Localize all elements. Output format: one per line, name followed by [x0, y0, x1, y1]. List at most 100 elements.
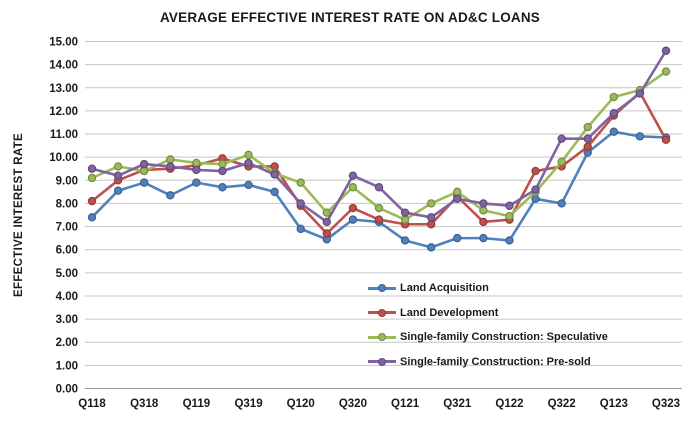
data-point-single-family-construction-pre-sold-Q223	[635, 89, 645, 98]
data-point-single-family-construction-pre-sold-Q318	[139, 159, 149, 169]
x-tick-label: Q120	[287, 398, 315, 410]
data-point-single-family-construction-pre-sold-Q420	[374, 183, 384, 192]
data-point-single-family-construction-pre-sold-Q118	[87, 164, 97, 173]
y-tick-label: 10.00	[49, 152, 78, 164]
y-tick-label: 1.00	[56, 360, 78, 372]
data-point-single-family-construction-pre-sold-Q422	[583, 134, 592, 143]
data-point-land-development-Q421	[479, 217, 488, 227]
data-point-single-family-construction-speculative-Q220	[322, 208, 332, 217]
data-point-land-acquisition-Q319	[244, 180, 253, 190]
data-point-single-family-construction-speculative-Q418	[166, 155, 175, 164]
data-point-single-family-construction-pre-sold-Q120	[296, 199, 305, 208]
data-point-single-family-construction-pre-sold-Q221	[426, 213, 436, 222]
y-tick-label: 0.00	[56, 384, 78, 396]
data-point-land-acquisition-Q121	[400, 236, 410, 245]
data-point-land-acquisition-Q223	[635, 132, 645, 141]
x-tick-label: Q322	[548, 398, 576, 410]
data-point-single-family-construction-pre-sold-Q122	[505, 201, 514, 210]
data-point-land-development-Q323	[661, 135, 671, 145]
data-point-land-acquisition-Q219	[218, 183, 227, 192]
data-point-land-acquisition-Q118	[87, 213, 97, 222]
data-point-land-acquisition-Q421	[479, 233, 488, 243]
data-point-single-family-construction-pre-sold-Q322	[557, 134, 566, 143]
data-point-land-acquisition-Q320	[348, 215, 358, 224]
x-tick-label: Q318	[130, 398, 159, 410]
y-tick-label: 15.00	[49, 37, 78, 49]
data-point-single-family-construction-pre-sold-Q419	[270, 170, 279, 179]
legend: Land Acquisition Land Development Single…	[368, 276, 608, 374]
data-point-single-family-construction-speculative-Q320	[348, 183, 358, 192]
data-point-single-family-construction-pre-sold-Q123	[609, 109, 619, 118]
data-point-single-family-construction-speculative-Q118	[87, 173, 97, 183]
data-point-single-family-construction-pre-sold-Q319	[244, 158, 253, 168]
data-point-single-family-construction-pre-sold-Q119	[192, 165, 201, 175]
y-tick-label: 11.00	[50, 129, 78, 141]
data-point-single-family-construction-speculative-Q119	[192, 158, 201, 168]
y-tick-label: 6.00	[56, 245, 78, 257]
data-point-single-family-construction-pre-sold-Q218	[113, 171, 123, 180]
y-tick-label: 7.00	[56, 222, 78, 234]
legend-item-sf-construction-pre-sold: Single-family Construction: Pre-sold	[368, 350, 608, 375]
line-marker-icon	[368, 283, 396, 293]
legend-item-land-acquisition: Land Acquisition	[368, 276, 608, 301]
y-tick-label: 9.00	[56, 175, 78, 187]
legend-label: Land Development	[400, 306, 499, 319]
data-point-single-family-construction-speculative-Q120	[296, 178, 305, 187]
data-point-land-acquisition-Q419	[270, 187, 279, 197]
x-tick-label: Q123	[600, 398, 628, 410]
data-point-single-family-construction-speculative-Q123	[609, 92, 619, 102]
data-point-single-family-construction-pre-sold-Q421	[479, 199, 488, 208]
y-tick-label: 13.00	[49, 83, 78, 95]
data-point-single-family-construction-speculative-Q221	[426, 199, 436, 208]
line-marker-icon	[368, 332, 396, 342]
data-point-single-family-construction-pre-sold-Q323	[661, 46, 671, 55]
y-tick-label: 5.00	[56, 268, 78, 280]
data-point-land-acquisition-Q418	[166, 191, 175, 200]
chart-title: AVERAGE EFFECTIVE INTEREST RATE ON AD&C …	[159, 10, 541, 25]
y-tick-label: 4.00	[56, 291, 78, 303]
data-point-land-development-Q422	[583, 142, 592, 151]
y-tick-label: 3.00	[56, 314, 78, 326]
data-point-land-acquisition-Q123	[609, 127, 619, 136]
legend-label: Land Acquisition	[400, 282, 489, 295]
data-point-single-family-construction-pre-sold-Q222	[531, 185, 540, 194]
data-point-land-acquisition-Q120	[296, 224, 305, 234]
y-tick-label: 14.00	[49, 60, 78, 72]
data-point-single-family-construction-speculative-Q321	[453, 187, 462, 197]
x-tick-label: Q319	[234, 398, 262, 410]
data-point-land-acquisition-Q218	[113, 186, 123, 195]
x-tick-label: Q121	[391, 398, 420, 410]
data-point-land-development-Q118	[87, 196, 97, 206]
data-point-land-development-Q220	[322, 229, 332, 238]
y-tick-label: 2.00	[56, 337, 78, 349]
data-point-single-family-construction-pre-sold-Q418	[166, 162, 175, 171]
x-tick-label: Q323	[652, 398, 680, 410]
data-point-single-family-construction-pre-sold-Q321	[453, 194, 462, 204]
series-line-land-development	[90, 91, 668, 235]
data-point-land-acquisition-Q321	[453, 233, 462, 243]
data-point-single-family-construction-speculative-Q219	[218, 159, 227, 169]
data-point-single-family-construction-speculative-Q322	[557, 157, 566, 166]
line-marker-icon	[368, 357, 396, 367]
data-point-land-development-Q320	[348, 203, 358, 213]
data-point-single-family-construction-pre-sold-Q220	[322, 217, 332, 227]
x-tick-label: Q320	[339, 398, 367, 410]
data-point-single-family-construction-speculative-Q422	[583, 122, 592, 132]
data-point-single-family-construction-speculative-Q318	[139, 166, 149, 176]
x-tick-label: Q321	[443, 398, 472, 410]
data-point-land-development-Q420	[374, 215, 384, 224]
data-point-single-family-construction-speculative-Q323	[661, 67, 671, 76]
data-point-single-family-construction-speculative-Q218	[113, 162, 123, 171]
data-point-land-acquisition-Q119	[192, 178, 201, 187]
legend-label: Single-family Construction: Speculative	[400, 331, 608, 344]
y-tick-label: 8.00	[56, 198, 78, 210]
x-tick-label: Q118	[78, 398, 106, 410]
legend-label: Single-family Construction: Pre-sold	[400, 355, 591, 368]
data-point-single-family-construction-speculative-Q121	[400, 215, 410, 224]
data-point-land-development-Q419	[270, 162, 279, 171]
data-point-single-family-construction-pre-sold-Q320	[348, 171, 358, 180]
data-point-land-acquisition-Q221	[426, 243, 436, 252]
data-point-single-family-construction-speculative-Q421	[479, 206, 488, 215]
